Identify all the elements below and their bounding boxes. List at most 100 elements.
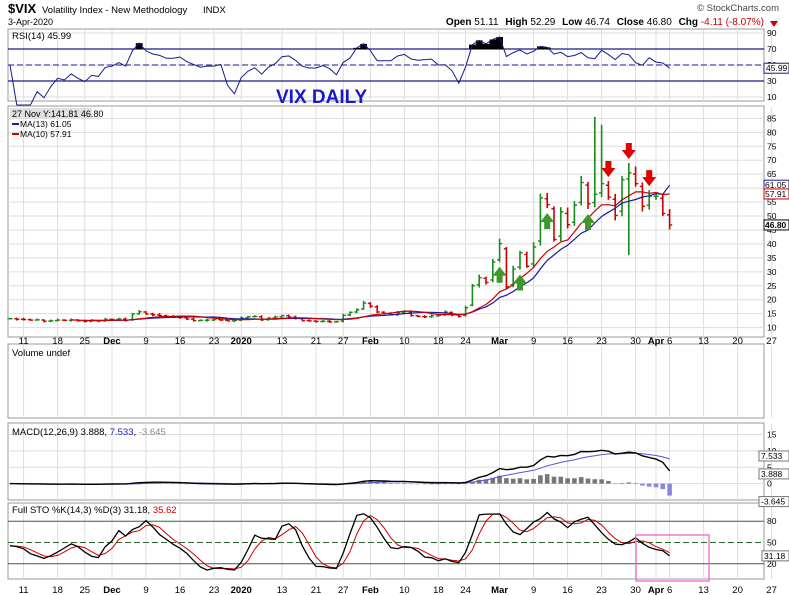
macd-histogram-bar — [538, 475, 543, 484]
macd-histogram-bar — [463, 483, 468, 485]
x-tick-label-lower: 18 — [433, 585, 444, 595]
high-label: High — [505, 17, 527, 28]
macd-histogram-bar — [660, 483, 666, 490]
macd-label-prefix: MACD(12,26,9) — [12, 427, 78, 438]
macd-histogram-bar — [572, 478, 577, 484]
ma10-legend: MA(10) 57.91 — [20, 129, 72, 139]
x-tick-label-lower: 16 — [562, 585, 573, 595]
x-tick-label-upper: 27 — [766, 336, 777, 347]
price-value-tag: 46.80 — [765, 220, 787, 230]
macd-histogram-bar — [177, 483, 183, 485]
x-tick-label-lower: 13 — [698, 585, 709, 595]
low-label: Low — [562, 17, 582, 28]
price-info-box — [10, 108, 92, 119]
rsi-y-tick-label: 90 — [767, 28, 777, 38]
x-tick-label-lower: 23 — [596, 585, 607, 595]
macd-histogram-bar — [646, 483, 652, 487]
open-value: 51.11 — [474, 17, 499, 28]
sto-value-tag: 31.18 — [764, 551, 786, 561]
x-tick-label-upper: Dec — [103, 336, 120, 347]
rsi-label: RSI(14) 45.99 — [12, 31, 71, 42]
macd-histogram-bar — [449, 483, 455, 485]
x-tick-label-lower: 25 — [80, 585, 91, 595]
green-up-arrow — [581, 214, 595, 231]
x-tick-label-upper: 24 — [460, 336, 471, 347]
macd-value-tag: -3.645 — [761, 497, 785, 507]
x-tick-label-upper: 20 — [732, 336, 743, 347]
red-down-arrow — [621, 143, 636, 160]
sto-d-line — [9, 513, 670, 570]
x-tick-label-upper: 11 — [19, 336, 29, 347]
high-value: 52.29 — [530, 17, 555, 28]
price-y-tick-label: 25 — [767, 281, 777, 291]
x-tick-label-lower: 27 — [338, 585, 349, 595]
macd-histogram-bar — [510, 478, 516, 484]
x-tick-label-upper: 9 — [531, 336, 536, 347]
macd-value-tag-box — [758, 496, 789, 508]
symbol: $VIX — [8, 1, 37, 16]
macd-line — [9, 449, 671, 486]
macd-histogram-bar — [184, 483, 190, 485]
sto-label: Full STO %K(14,3) %D(3) 31.18, 35.62 — [12, 505, 177, 516]
x-tick-label-lower: Dec — [103, 585, 120, 595]
price-y-tick-label: 15 — [767, 309, 777, 319]
macd-histogram-bar — [497, 475, 502, 484]
macd-histogram-bar — [551, 476, 557, 484]
ma10-line — [71, 191, 670, 322]
price-value-tag-box — [763, 219, 789, 231]
low-value: 46.74 — [585, 17, 610, 28]
price-y-tick-label: 20 — [767, 295, 777, 305]
sto-panel-frame — [7, 502, 765, 580]
open-label: Open — [446, 17, 472, 28]
macd-histogram-bar — [558, 476, 564, 484]
macd-histogram-bar — [415, 483, 421, 485]
x-tick-label-lower: 10 — [399, 585, 410, 595]
green-up-arrow — [540, 213, 555, 230]
price-y-tick-label: 10 — [767, 323, 777, 333]
x-tick-label-upper: 25 — [80, 336, 91, 347]
macd-sep2: , — [133, 427, 138, 438]
sto-sep: , — [148, 505, 153, 516]
macd-histogram-bar — [436, 483, 441, 485]
macd-value-tag: 7.533 — [761, 451, 783, 461]
x-tick-label-upper: 13 — [277, 336, 288, 347]
x-tick-label-upper: 16 — [175, 336, 186, 347]
ma13-line — [91, 184, 671, 321]
macd-histogram-bar — [619, 483, 625, 484]
macd-y-tick-label: 0 — [767, 479, 772, 489]
instrument-name: Volatility Index - New Methodology — [42, 5, 187, 16]
macd-histogram-bar — [612, 483, 618, 485]
macd-histogram-bar — [653, 483, 659, 488]
macd-histogram-bar — [422, 483, 428, 485]
price-y-tick-label: 50 — [767, 211, 777, 221]
price-panel-frame — [7, 105, 765, 338]
macd-y-tick-label: 15 — [767, 430, 777, 440]
price-y-tick-label: 70 — [767, 155, 777, 165]
rsi-y-tick-label: 30 — [767, 76, 777, 86]
macd-histogram-bar — [585, 478, 591, 484]
price-value-tag: 57.91 — [765, 189, 787, 199]
x-tick-label-lower: Feb — [362, 585, 379, 595]
macd-value-tag-box — [758, 450, 789, 462]
macd-value-tag-box — [758, 468, 789, 480]
grid-layer — [23, 30, 773, 579]
x-tick-label-upper: 27 — [338, 336, 349, 347]
x-tick-label-lower: 30 — [630, 585, 641, 595]
macd-histogram-bar — [429, 483, 434, 485]
macd-histogram-bar — [633, 483, 638, 484]
macd-histogram-bar — [606, 480, 611, 484]
x-tick-label-lower: 6 — [667, 585, 672, 595]
x-tick-label-lower: 27 — [766, 585, 777, 595]
exchange: INDX — [203, 5, 226, 16]
x-tick-label-lower: 9 — [531, 585, 536, 595]
red-down-arrow — [601, 161, 616, 178]
macd-histogram-bar — [517, 478, 523, 484]
macd-histogram-bar — [408, 483, 414, 485]
macd-value-tag: 3.888 — [761, 469, 783, 479]
price-info: 27 Nov Y:141.81 46.80 — [12, 109, 103, 119]
macd-label: MACD(12,26,9) 3.888, 7.533, -3.645 — [12, 427, 166, 438]
green-up-arrow — [492, 266, 507, 283]
rsi-y-tick-label: 70 — [767, 44, 777, 54]
macd-histogram-bar — [388, 483, 394, 484]
